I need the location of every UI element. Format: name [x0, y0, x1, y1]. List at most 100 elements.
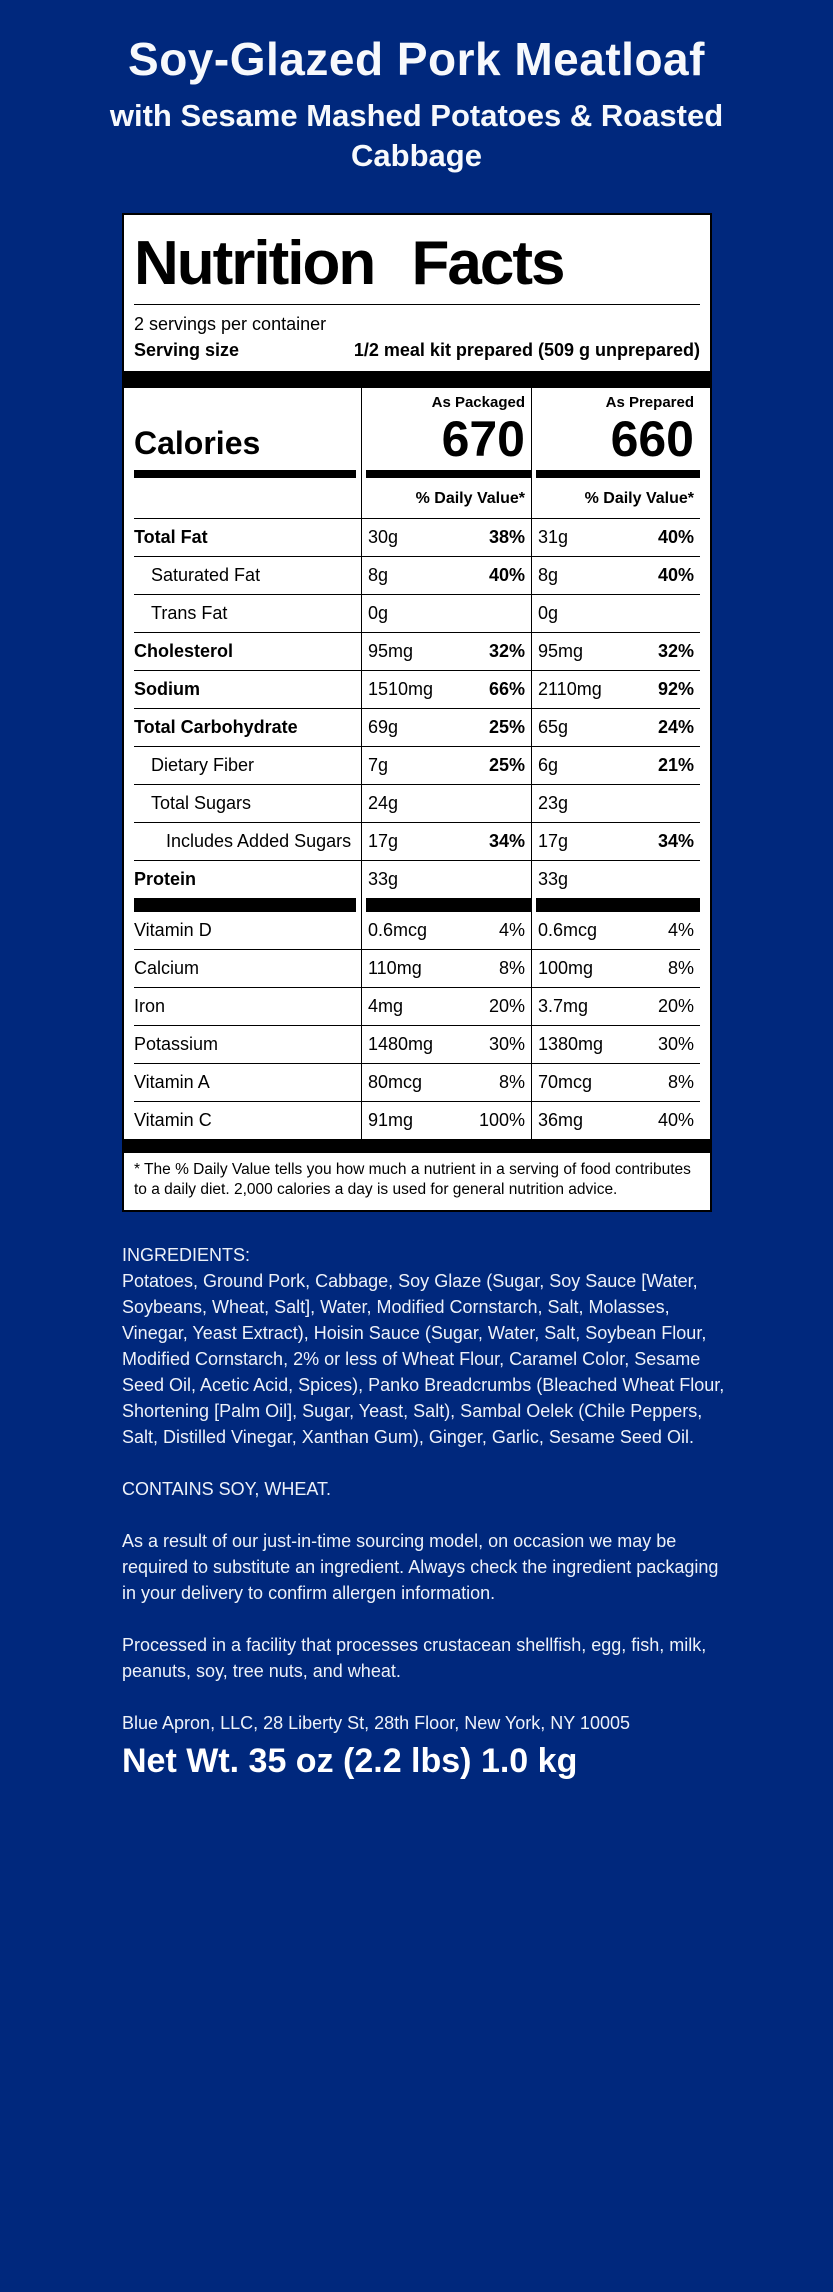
dv-as-packaged: 66% [488, 679, 525, 700]
amount-as-prepared: 23g [538, 793, 569, 814]
servings-per-container: 2 servings per container [134, 314, 327, 335]
dv-as-prepared: 21% [657, 755, 694, 776]
dv-as-prepared: 40% [657, 1110, 694, 1131]
serving-size-value: 1/2 meal kit prepared (509 g unprepared) [353, 340, 700, 361]
dv-as-packaged: 100% [478, 1110, 525, 1131]
amount-as-prepared: 8g [538, 565, 559, 586]
amount-as-prepared: 70mcg [538, 1072, 593, 1093]
amount-as-packaged: 95mg [368, 641, 414, 662]
protein-divider-bar [134, 898, 700, 913]
nutrient-name: Total Carbohydrate [134, 717, 298, 738]
protein-divider-segment [134, 898, 361, 913]
dv-as-packaged: 30% [488, 1034, 525, 1055]
calories-underline-segment [361, 470, 531, 479]
nutrient-name: Vitamin A [134, 1072, 210, 1093]
nutrient-row-sodium: Sodium 1510mg 66% 2110mg 92% [134, 671, 700, 710]
amount-as-prepared: 0.6mcg [538, 920, 598, 941]
nutrient-row-potassium: Potassium 1480mg 30% 1380mg 30% [134, 1026, 700, 1065]
amount-as-packaged: 0.6mcg [368, 920, 428, 941]
nutrient-row-vitamin-c: Vitamin C 91mg 100% 36mg 40% [134, 1102, 700, 1140]
protein-divider-segment [361, 898, 531, 913]
nutrient-name: Trans Fat [151, 603, 228, 624]
amount-as-packaged: 91mg [368, 1110, 414, 1131]
calories-cell: Calories [134, 388, 361, 470]
ingredients-text: Potatoes, Ground Pork, Cabbage, Soy Glaz… [122, 1271, 725, 1447]
amount-as-prepared: 31g [538, 527, 569, 548]
dv-as-packaged: 25% [488, 755, 525, 776]
amount-as-packaged: 7g [368, 755, 389, 776]
amount-as-prepared: 33g [538, 869, 569, 890]
dv-as-packaged: 38% [488, 527, 525, 548]
amount-as-packaged: 4mg [368, 996, 404, 1017]
ingredients-section: INGREDIENTS: Potatoes, Ground Pork, Cabb… [122, 1242, 728, 1762]
dv-as-prepared: 8% [667, 958, 694, 979]
daily-value-header-spacer [134, 478, 361, 518]
nutrient-row-vitamin-a: Vitamin A 80mcg 8% 70mcg 8% [134, 1064, 700, 1103]
calories-label: Calories [134, 425, 261, 462]
dv-as-prepared: 40% [657, 565, 694, 586]
dv-as-prepared: 32% [657, 641, 694, 662]
nutrient-name: Dietary Fiber [151, 755, 255, 776]
nutrient-row-saturated-fat: Saturated Fat 8g 40% 8g 40% [134, 557, 700, 596]
as-packaged-column-header: As Packaged [431, 394, 525, 412]
calories-row: Calories As Packaged 670 As Prepared 660 [134, 388, 700, 471]
amount-as-packaged: 110mg [368, 958, 422, 979]
dv-as-packaged: 8% [498, 1072, 525, 1093]
amount-as-packaged: 24g [368, 793, 399, 814]
nutrient-name: Vitamin D [134, 920, 212, 941]
label-header: Soy-Glazed Pork Meatloaf with Sesame Mas… [0, 32, 833, 176]
amount-as-prepared: 6g [538, 755, 559, 776]
nutrient-row-vitamin-d: Vitamin D 0.6mcg 4% 0.6mcg 4% [134, 912, 700, 951]
amount-as-prepared: 100mg [538, 958, 594, 979]
calories-underline-bar [134, 470, 700, 479]
thick-divider-bar-top [124, 371, 710, 389]
dv-as-packaged: 25% [488, 717, 525, 738]
thick-divider-bar-bottom [124, 1139, 710, 1154]
dv-as-packaged: 40% [488, 565, 525, 586]
nutrient-name: Potassium [134, 1034, 219, 1055]
serving-size-label: Serving size [134, 340, 240, 361]
dv-as-prepared: 40% [657, 527, 694, 548]
calories-underline-segment [134, 470, 361, 479]
dv-as-packaged: 8% [498, 958, 525, 979]
amount-as-packaged: 30g [368, 527, 399, 548]
meal-title: Soy-Glazed Pork Meatloaf [128, 33, 705, 85]
dv-as-prepared: 20% [657, 996, 694, 1017]
nutrient-name: Vitamin C [134, 1110, 212, 1131]
amount-as-packaged: 1480mg [368, 1034, 434, 1055]
as-prepared-calories-value: 660 [610, 411, 694, 468]
nutrient-name: Total Fat [134, 527, 208, 548]
nutrient-name: Saturated Fat [151, 565, 261, 586]
amount-as-prepared: 65g [538, 717, 569, 738]
daily-value-header-as-prepared: % Daily Value* [584, 490, 694, 508]
daily-value-footnote: * The % Daily Value tells you how much a… [134, 1161, 691, 1199]
amount-as-packaged: 1510mg [368, 679, 434, 700]
net-weight: Net Wt. 35 oz (2.2 lbs) 1.0 kg [122, 1742, 578, 1780]
nutrient-row-dietary-fiber: Dietary Fiber 7g 25% 6g 21% [134, 747, 700, 786]
dv-as-prepared: 92% [657, 679, 694, 700]
nutrient-row-total-sugars: Total Sugars 24g 23g [134, 785, 700, 824]
as-packaged-calories-cell: As Packaged 670 [361, 388, 531, 471]
nutrient-row-total-carbohydrate: Total Carbohydrate 69g 25% 65g 24% [134, 709, 700, 748]
dv-as-prepared: 4% [667, 920, 694, 941]
dv-as-prepared: 8% [667, 1072, 694, 1093]
daily-value-header-row: % Daily Value* % Daily Value* [134, 478, 700, 520]
nutrient-name: Iron [134, 996, 166, 1017]
contains-statement: CONTAINS SOY, WHEAT. [122, 1479, 332, 1499]
nutrient-row-added-sugars: Includes Added Sugars 17g 34% 17g 34% [134, 823, 700, 862]
nutrient-row-calcium: Calcium 110mg 8% 100mg 8% [134, 950, 700, 989]
nutrient-row-total-fat: Total Fat 30g 38% 31g 40% [134, 519, 700, 558]
sourcing-note: As a result of our just-in-time sourcing… [122, 1531, 719, 1603]
dv-as-packaged: 32% [488, 641, 525, 662]
daily-value-header-as-packaged: % Daily Value* [415, 490, 525, 508]
amount-as-packaged: 8g [368, 565, 389, 586]
facility-note: Processed in a facility that processes c… [122, 1635, 707, 1681]
amount-as-prepared: 3.7mg [538, 996, 589, 1017]
dv-as-prepared: 34% [657, 831, 694, 852]
amount-as-packaged: 69g [368, 717, 399, 738]
nutrient-row-trans-fat: Trans Fat 0g 0g [134, 595, 700, 634]
amount-as-prepared: 36mg [538, 1110, 584, 1131]
amount-as-prepared: 17g [538, 831, 569, 852]
dv-as-prepared: 30% [657, 1034, 694, 1055]
